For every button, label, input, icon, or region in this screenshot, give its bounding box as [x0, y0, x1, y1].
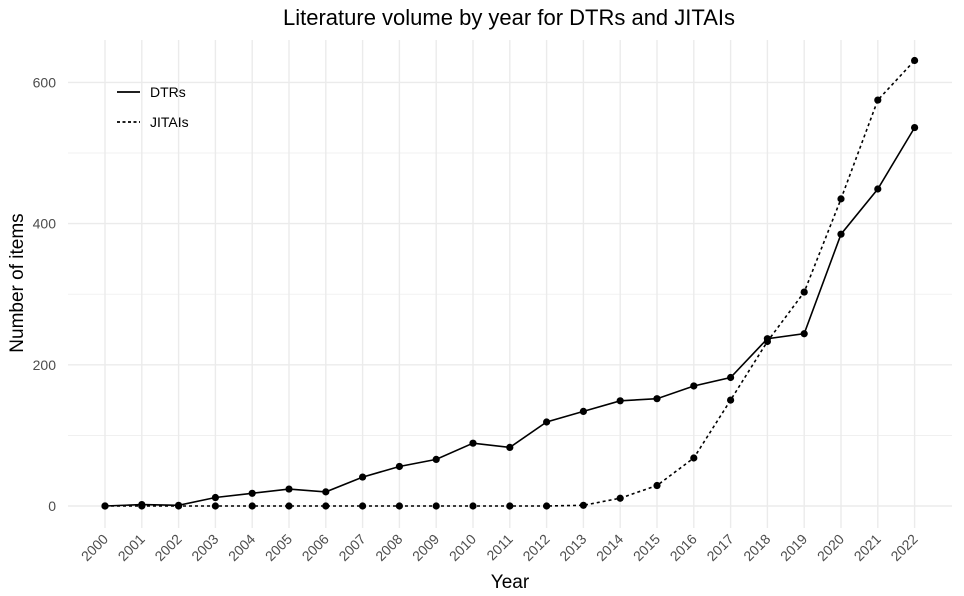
- data-point-dtrs: [653, 395, 661, 403]
- x-tick-label: 2019: [777, 531, 810, 564]
- data-point-jitais: [837, 195, 845, 203]
- data-point-jitais: [653, 481, 661, 490]
- x-tick-label: 2015: [630, 531, 663, 564]
- x-tick-label: 2020: [814, 531, 847, 564]
- data-point-dtrs: [506, 443, 514, 452]
- y-tick-label: 0: [48, 498, 56, 514]
- x-tick-label: 2014: [593, 531, 626, 564]
- x-axis-ticks: 2000 2001 2002 2003 2004 2005 2006 2007 2008 2009…: [78, 531, 921, 564]
- data-point-dtrs: [727, 373, 735, 382]
- data-point-jitais: [579, 501, 588, 509]
- data-point-jitais: [763, 337, 772, 346]
- x-tick-label: 2002: [151, 531, 184, 564]
- legend: DTRs JITAIs: [117, 84, 189, 130]
- y-axis-title: Number of items: [7, 213, 28, 352]
- data-point-dtrs: [322, 488, 330, 496]
- x-tick-label: 2011: [483, 531, 516, 564]
- data-point-jitais: [432, 502, 440, 510]
- x-tick-label: 2018: [740, 531, 773, 564]
- data-point-dtrs: [285, 485, 293, 493]
- grid: [68, 40, 952, 528]
- x-tick-label: 2012: [519, 531, 552, 564]
- x-tick-label: 2006: [299, 531, 332, 564]
- x-tick-label: 2021: [851, 531, 884, 564]
- data-point-jitais: [727, 396, 735, 404]
- data-point-dtrs: [469, 439, 477, 447]
- data-point-dtrs: [211, 493, 219, 502]
- series-points: [101, 56, 919, 510]
- x-tick-label: 2004: [225, 531, 258, 564]
- x-tick-label: 2003: [188, 531, 221, 564]
- data-point-jitais: [211, 502, 219, 510]
- data-point-dtrs: [911, 123, 919, 132]
- x-tick-label: 2017: [703, 531, 736, 564]
- data-point-dtrs: [248, 489, 256, 497]
- data-point-dtrs: [543, 418, 551, 426]
- chart-title: Literature volume by year for DTRs and J…: [283, 5, 735, 30]
- data-point-jitais: [138, 502, 146, 510]
- x-tick-label: 2001: [115, 531, 148, 564]
- y-tick-label: 400: [33, 216, 57, 232]
- data-point-jitais: [322, 502, 330, 510]
- data-point-dtrs: [432, 455, 440, 464]
- data-point-dtrs: [579, 407, 588, 415]
- data-point-jitais: [616, 494, 624, 502]
- data-point-jitais: [543, 502, 551, 510]
- data-point-dtrs: [395, 462, 403, 471]
- data-point-jitais: [800, 288, 808, 296]
- data-point-jitais: [911, 56, 919, 65]
- data-point-dtrs: [874, 185, 882, 193]
- data-point-jitais: [248, 502, 256, 510]
- x-tick-label: 2022: [887, 531, 920, 564]
- y-tick-label: 200: [33, 357, 57, 373]
- data-point-jitais: [395, 502, 403, 510]
- data-point-dtrs: [616, 397, 624, 405]
- data-point-jitais: [874, 96, 882, 104]
- data-point-dtrs: [359, 473, 367, 481]
- y-tick-label: 600: [33, 74, 57, 90]
- legend-label-dtrs: DTRs: [150, 84, 186, 100]
- data-point-jitais: [101, 502, 109, 510]
- data-point-dtrs: [837, 230, 845, 238]
- data-point-jitais: [469, 502, 477, 510]
- x-tick-label: 2007: [335, 531, 368, 564]
- x-tick-label: 2016: [667, 531, 700, 564]
- data-point-dtrs: [690, 382, 698, 390]
- x-tick-label: 2000: [78, 531, 111, 564]
- x-axis-title: Year: [491, 572, 530, 593]
- x-tick-label: 2005: [262, 531, 295, 564]
- data-point-jitais: [359, 502, 367, 510]
- legend-label-jitais: JITAIs: [150, 114, 189, 130]
- x-tick-label: 2008: [372, 531, 405, 564]
- data-point-jitais: [506, 502, 514, 510]
- data-point-jitais: [690, 454, 698, 462]
- y-axis-ticks: 0 200 400 600: [33, 74, 57, 514]
- x-tick-label: 2010: [446, 531, 479, 564]
- data-point-jitais: [175, 502, 183, 510]
- data-point-jitais: [285, 502, 293, 510]
- x-tick-label: 2013: [556, 531, 589, 564]
- data-point-dtrs: [800, 330, 808, 338]
- x-tick-label: 2009: [409, 531, 442, 564]
